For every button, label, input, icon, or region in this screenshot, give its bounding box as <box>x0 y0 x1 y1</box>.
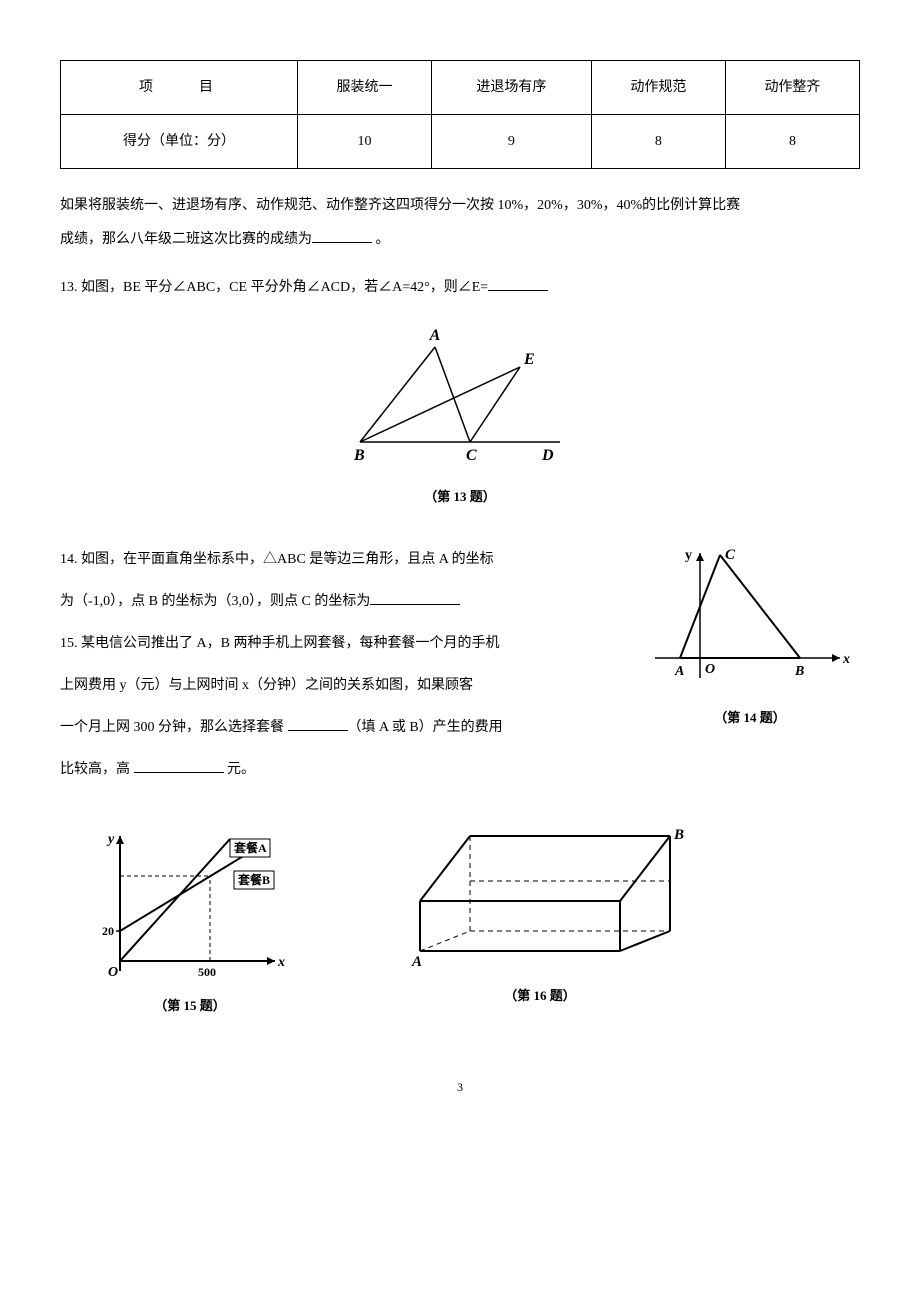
q14-15-wrap: A O B C y x （第 14 题） 14. 如图，在平面直角坐标系中，△A… <box>60 539 860 791</box>
cell-1: 10 <box>297 115 431 169</box>
th-action: 动作规范 <box>591 61 725 115</box>
fig15-planB: 套餐B <box>237 872 270 887</box>
fig14-wrap: A O B C y x （第 14 题） <box>640 543 860 730</box>
q14-15-text: 14. 如图，在平面直角坐标系中，△ABC 是等边三角形，且点 A 的坐标 为（… <box>60 539 620 791</box>
fig15-ytick: 20 <box>102 924 114 938</box>
q15-text-c-suffix: （填 A 或 B）产生的费用 <box>348 720 503 735</box>
page-number: 3 <box>60 1077 860 1099</box>
q15-text-d-suffix: 元。 <box>224 762 256 777</box>
fig16-B: B <box>673 827 684 843</box>
fig14-A: A <box>674 664 684 679</box>
fig15-planA: 套餐A <box>233 840 267 855</box>
fig16-caption: （第 16 题） <box>390 984 690 1007</box>
q15-text-c: 一个月上网 300 分钟，那么选择套餐 <box>60 720 288 735</box>
fig13-C: C <box>466 447 477 464</box>
q13-text: 13. 如图，BE 平分∠ABC，CE 平分外角∠ACD，若∠A=42°，则∠E… <box>60 280 488 295</box>
q15-blank-1 <box>288 717 348 731</box>
fig16-svg: A B <box>390 821 690 971</box>
q13: 13. 如图，BE 平分∠ABC，CE 平分外角∠ACD，若∠A=42°，则∠E… <box>60 271 860 305</box>
q15-blank-2 <box>134 759 224 773</box>
fig13-A: A <box>429 327 441 344</box>
th-entrance: 进退场有序 <box>432 61 592 115</box>
fig13-caption: （第 13 题） <box>60 485 860 508</box>
th-uniform: 服装统一 <box>297 61 431 115</box>
fig14-C: C <box>725 547 736 563</box>
fig13-svg: A E B C D <box>340 322 580 472</box>
cell-2: 9 <box>432 115 592 169</box>
q12-text-b: 成绩，那么八年级二班这次比赛的成绩为 <box>60 232 312 247</box>
row-label: 得分（单位：分） <box>61 115 298 169</box>
fig15-x: x <box>277 955 285 970</box>
q15-text-b: 上网费用 y（元）与上网时间 x（分钟）之间的关系如图，如果顾客 <box>60 678 473 693</box>
q15-text-d: 比较高，高 <box>60 762 134 777</box>
score-table: 项 目 服装统一 进退场有序 动作规范 动作整齐 得分（单位：分） 10 9 8… <box>60 60 860 169</box>
q12-paragraph: 如果将服装统一、进退场有序、动作规范、动作整齐这四项得分一次按 10%，20%，… <box>60 189 860 256</box>
q15-text-a: 15. 某电信公司推出了 A，B 两种手机上网套餐，每种套餐一个月的手机 <box>60 636 499 651</box>
fig13-B: B <box>353 447 365 464</box>
fig14-O: O <box>705 662 715 677</box>
fig13-D: D <box>541 447 554 464</box>
fig16-wrap: A B （第 16 题） <box>390 821 690 1018</box>
q12-suffix: 。 <box>372 232 390 247</box>
q14-text-b: 为（-1,0），点 B 的坐标为（3,0），则点 C 的坐标为 <box>60 594 370 609</box>
q12-blank <box>312 229 372 243</box>
th-item: 项 目 <box>61 61 298 115</box>
fig14-B: B <box>794 664 804 679</box>
fig14-svg: A O B C y x <box>645 543 855 693</box>
q13-blank <box>488 277 548 291</box>
figures-row: 20 500 套餐A 套餐B y x O （第 15 题） <box>60 821 860 1018</box>
fig15-y: y <box>106 832 115 847</box>
fig16-A: A <box>411 954 422 970</box>
fig14-y: y <box>685 548 692 563</box>
q14-blank <box>370 591 460 605</box>
th-neat: 动作整齐 <box>725 61 859 115</box>
fig15-svg: 20 500 套餐A 套餐B y x O <box>90 821 290 981</box>
fig15-O: O <box>108 965 118 980</box>
fig13-E: E <box>523 351 535 368</box>
fig14-x: x <box>842 652 850 667</box>
q12-text-a: 如果将服装统一、进退场有序、动作规范、动作整齐这四项得分一次按 10%，20%，… <box>60 198 740 213</box>
fig14-caption: （第 14 题） <box>640 706 860 729</box>
q14-text-a: 14. 如图，在平面直角坐标系中，△ABC 是等边三角形，且点 A 的坐标 <box>60 552 494 567</box>
fig13-wrap: A E B C D （第 13 题） <box>60 322 860 509</box>
fig15-wrap: 20 500 套餐A 套餐B y x O （第 15 题） <box>90 821 290 1018</box>
cell-3: 8 <box>591 115 725 169</box>
fig15-caption: （第 15 题） <box>90 994 290 1017</box>
cell-4: 8 <box>725 115 859 169</box>
fig15-xtick: 500 <box>198 965 216 979</box>
